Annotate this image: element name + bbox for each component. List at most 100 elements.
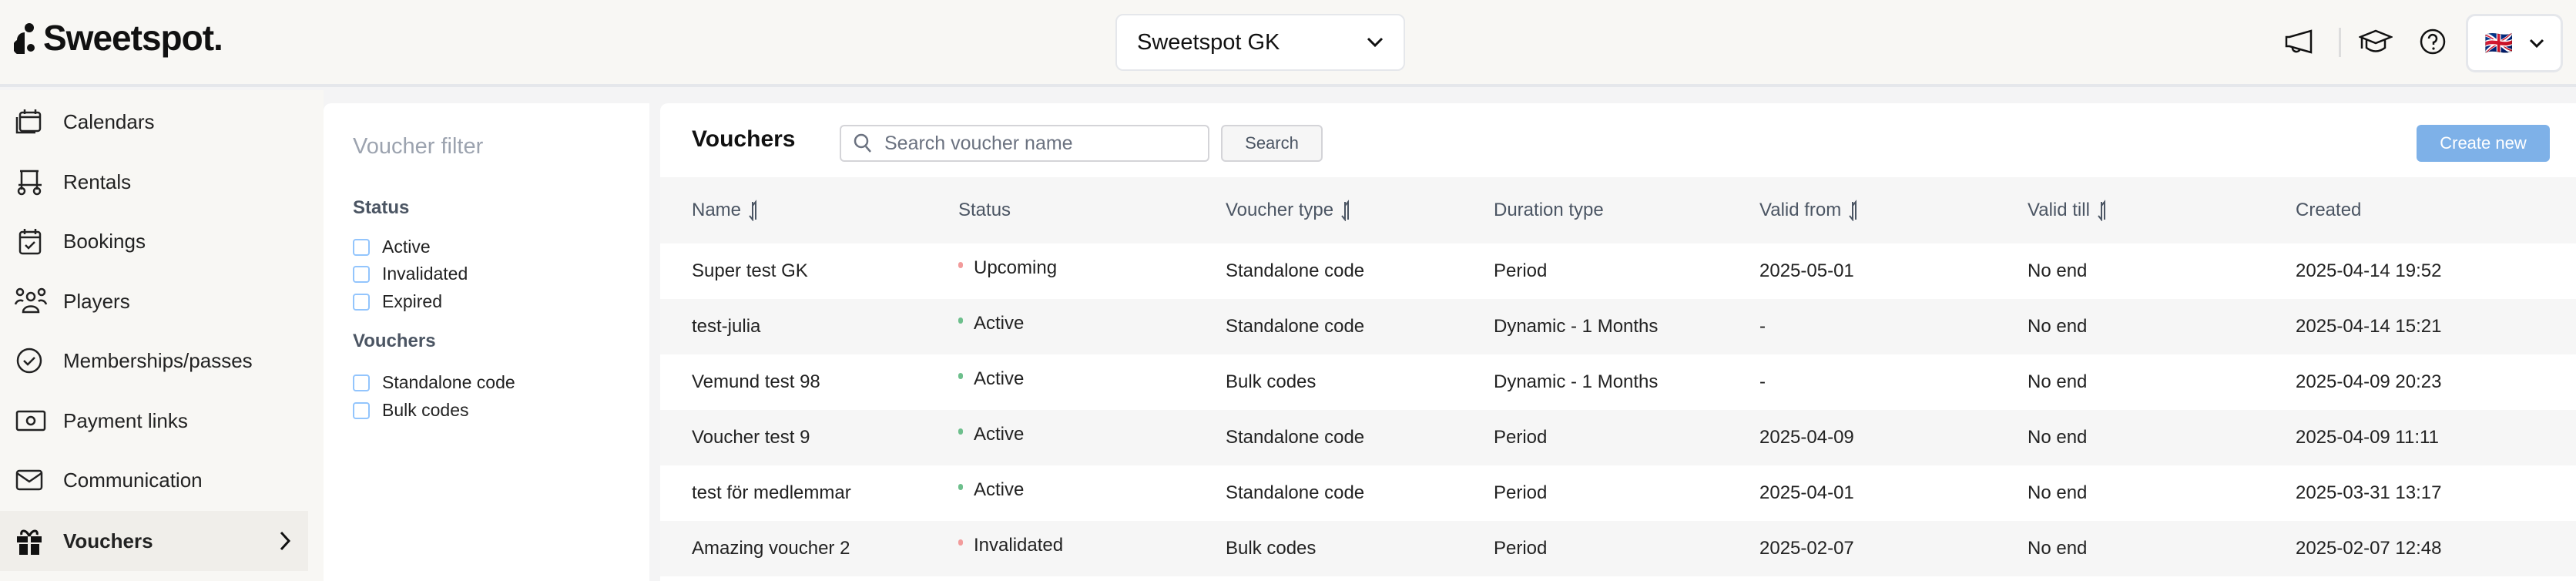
graduation-cap-icon[interactable]: [2359, 25, 2393, 59]
table-row[interactable]: Amazing voucher 2 Invalidated Bulk codes Pe…: [660, 521, 2576, 576]
status-dot: [958, 539, 963, 546]
cell-text: Standalone code: [1226, 427, 1365, 448]
checkbox[interactable]: [353, 238, 370, 256]
cell-text: Period: [1494, 538, 1548, 559]
filter-type-bulk[interactable]: Bulk codes: [353, 400, 469, 421]
filter-status-expired[interactable]: Expired: [353, 291, 442, 312]
chevron-down-icon: [2529, 39, 2544, 48]
column-header-valid-till[interactable]: Valid till: [2028, 177, 2108, 243]
column-header-voucher-type[interactable]: Voucher type: [1226, 177, 1352, 243]
sidebar-item-bookings[interactable]: Bookings: [0, 211, 308, 271]
cell-duration: Period: [1494, 465, 1547, 521]
column-header-name[interactable]: Name: [692, 177, 760, 243]
option-label: Active: [382, 237, 431, 257]
cell-text: Bulk codes: [1226, 371, 1317, 392]
money-icon: [15, 410, 46, 432]
cell-created: 2025-03-31 13:17: [2296, 465, 2442, 521]
cell-text: No end: [2028, 427, 2088, 448]
sidebar-item-calendars[interactable]: Calendars: [0, 92, 308, 152]
sort-icon[interactable]: [1341, 200, 1352, 221]
cell-text: 2025-04-14 15:21: [2296, 316, 2442, 337]
table-row[interactable]: Voucher test 9 Active Standalone code Perio…: [660, 410, 2576, 465]
golf-cart-icon: [17, 170, 42, 196]
cell-created: 2025-02-07 12:48: [2296, 521, 2442, 576]
uk-flag-icon: 🇬🇧: [2484, 30, 2514, 56]
filter-title: Voucher filter: [353, 134, 484, 159]
option-label: Bulk codes: [382, 400, 469, 420]
column-header-status: Status: [958, 200, 1011, 220]
create-new-button[interactable]: Create new: [2417, 125, 2550, 162]
search-button[interactable]: Search: [1221, 125, 1323, 162]
brand-logo[interactable]: Sweetspot.: [14, 17, 223, 59]
checkbox[interactable]: [353, 265, 370, 283]
sweetspot-logo-icon: [14, 23, 35, 54]
checkbox[interactable]: [353, 374, 370, 391]
column-header-valid-from[interactable]: Valid from: [1759, 177, 1860, 243]
cell-text: Dynamic - 1 Months: [1494, 316, 1659, 337]
cell-text: Standalone code: [1226, 482, 1365, 503]
cell-till: No end: [2028, 299, 2087, 354]
table-row[interactable]: test för medlemmar Active Standalone code P…: [660, 465, 2576, 521]
cell-type: Standalone code: [1226, 299, 1364, 354]
sidebar-item-players[interactable]: Players: [0, 271, 308, 331]
sidebar-item-communication[interactable]: Communication: [0, 450, 308, 510]
sidebar-item-vouchers[interactable]: Vouchers: [0, 511, 308, 571]
cell-duration: Period: [1494, 243, 1547, 299]
sort-icon[interactable]: [2098, 200, 2108, 221]
cell-text: test för medlemmar: [692, 482, 851, 503]
cell-text: 2025-02-07 12:48: [2296, 538, 2442, 559]
cell-duration: Dynamic - 1 Months: [1494, 299, 1658, 354]
sidebar: Calendars Rentals Bookings Players Membe…: [0, 90, 324, 581]
search-box[interactable]: [840, 125, 1209, 162]
filter-type-standalone[interactable]: Standalone code: [353, 372, 515, 393]
club-selector[interactable]: Sweetspot GK: [1115, 14, 1405, 71]
table-row[interactable]: Super test GK Upcoming Standalone code Peri…: [660, 243, 2576, 299]
users-icon: [14, 287, 48, 314]
sidebar-item-label: Calendars: [63, 109, 155, 133]
status-dot: [958, 428, 963, 435]
checkbox[interactable]: [353, 293, 370, 311]
cell-name: Vemund test 98: [692, 354, 820, 410]
page-title: Vouchers: [692, 126, 796, 152]
cell-text: No end: [2028, 538, 2088, 559]
megaphone-icon[interactable]: [2283, 25, 2317, 59]
language-selector[interactable]: 🇬🇧: [2466, 14, 2563, 72]
cell-text: No end: [2028, 482, 2088, 503]
sidebar-item-memberships[interactable]: Memberships/passes: [0, 331, 308, 391]
cell-type: Bulk codes: [1226, 521, 1316, 576]
status-dot: [958, 373, 963, 379]
cell-till: No end: [2028, 410, 2087, 465]
cell-type: Standalone code: [1226, 465, 1364, 521]
cell-text: Amazing voucher 2: [692, 538, 850, 559]
checkbox[interactable]: [353, 401, 370, 419]
cell-from: 2025-04-09: [1759, 410, 1854, 465]
search-input[interactable]: [884, 132, 1192, 155]
cell-text: No end: [2028, 371, 2088, 392]
cell-text: Voucher test 9: [692, 427, 810, 448]
table-row[interactable]: Vemund test 98 Active Bulk codes Dynamic - …: [660, 354, 2576, 410]
sort-icon[interactable]: [1849, 200, 1860, 221]
sidebar-item-label: Communication: [63, 468, 203, 492]
help-icon[interactable]: [2416, 25, 2450, 59]
sidebar-item-label: Bookings: [63, 229, 146, 253]
sort-icon[interactable]: [749, 200, 760, 221]
cell-duration: Period: [1494, 410, 1547, 465]
table-row[interactable]: test-julia Active Standalone code Dynamic -…: [660, 299, 2576, 354]
cell-text: No end: [2028, 260, 2088, 281]
sidebar-item-label: Memberships/passes: [63, 348, 253, 372]
cell-till: No end: [2028, 465, 2087, 521]
gift-icon: [17, 529, 42, 555]
table-header: Name Status Voucher type Duration type V…: [660, 177, 2576, 243]
cell-from: 2025-02-07: [1759, 521, 1854, 576]
column-header-created: Created: [2296, 200, 2362, 220]
filter-vouchers-label: Vouchers: [353, 331, 436, 351]
filter-status-invalidated[interactable]: Invalidated: [353, 264, 468, 284]
sidebar-item-payment-links[interactable]: Payment links: [0, 391, 308, 451]
cell-text: Invalidated: [974, 535, 1064, 556]
cell-text: Standalone code: [1226, 260, 1365, 281]
voucher-filter-panel: Voucher filter Status Active Invalidated…: [324, 103, 649, 581]
cell-text: Vemund test 98: [692, 371, 820, 392]
filter-status-active[interactable]: Active: [353, 237, 431, 257]
sidebar-item-rentals[interactable]: Rentals: [0, 152, 308, 212]
cell-text: Period: [1494, 482, 1548, 503]
